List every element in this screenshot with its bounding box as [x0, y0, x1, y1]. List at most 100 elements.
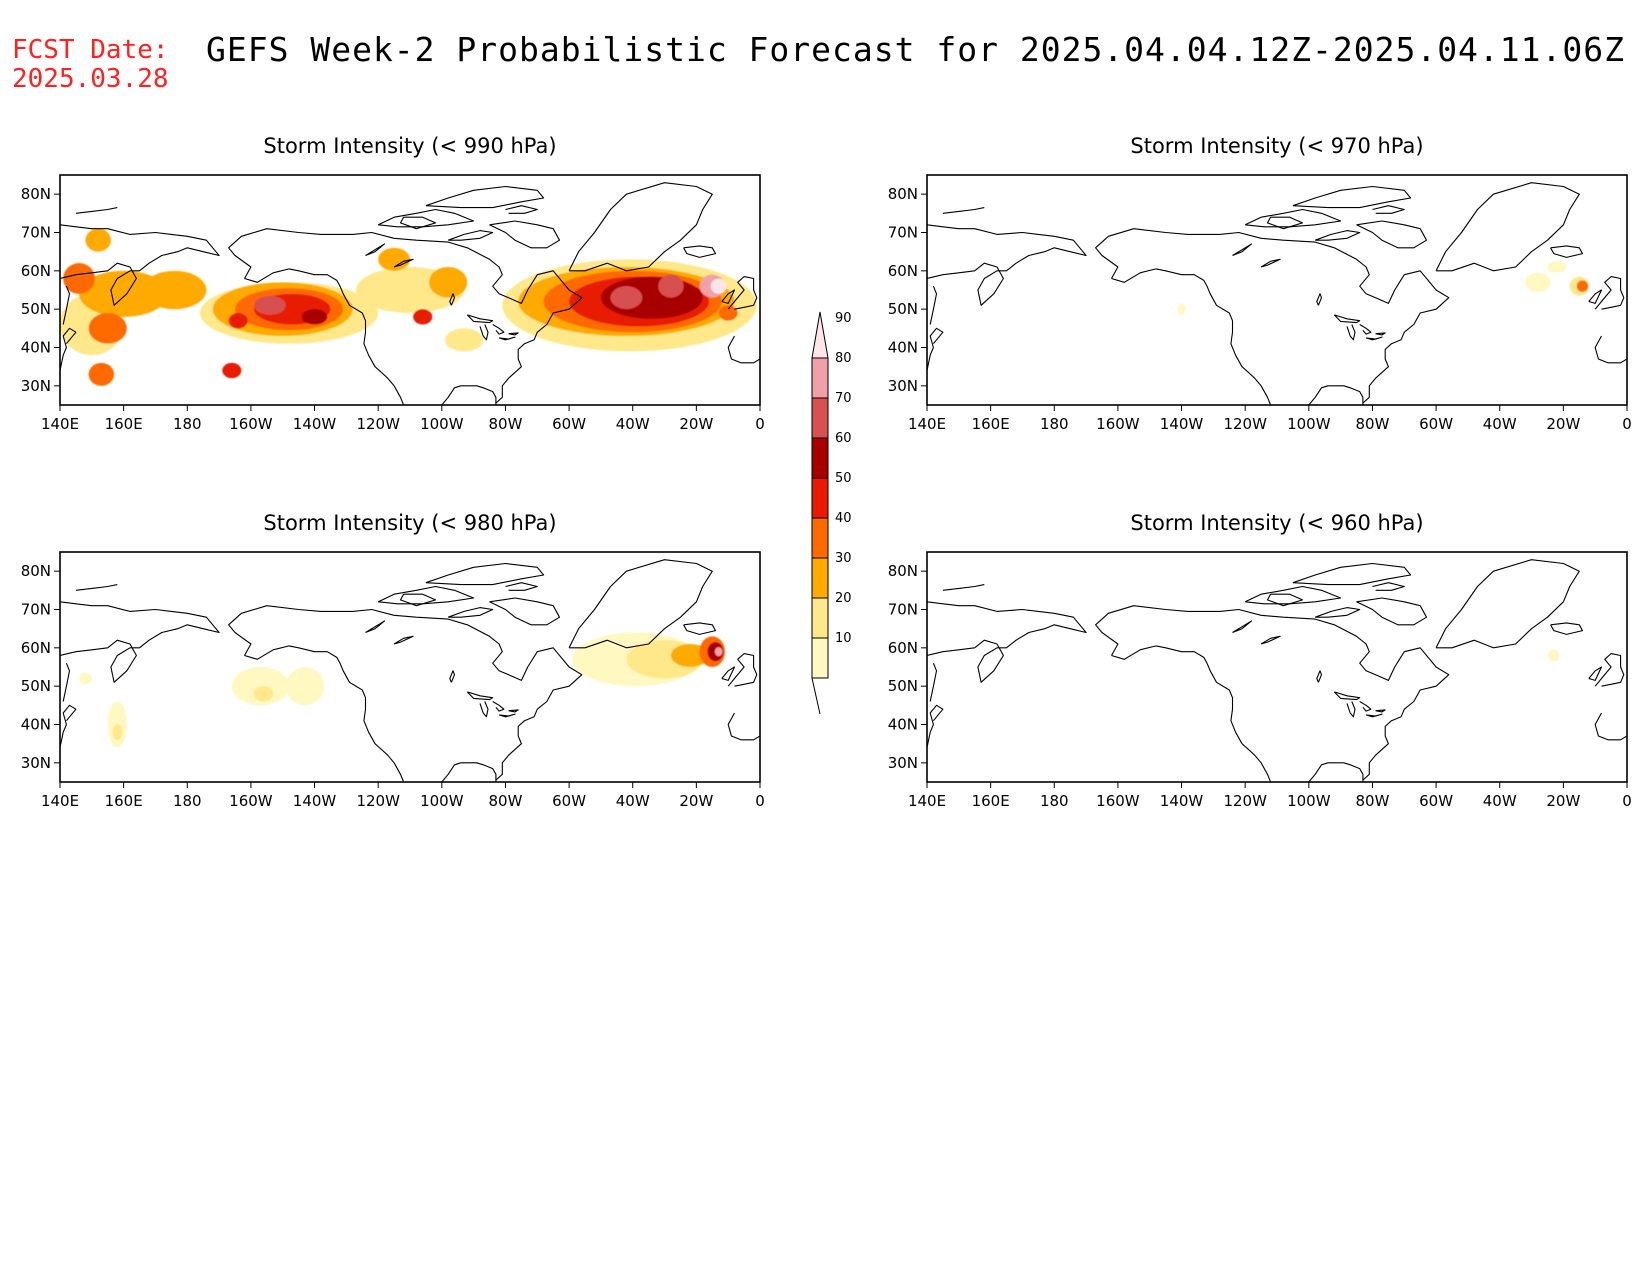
probability-region: [658, 274, 684, 298]
probability-region: [301, 309, 328, 325]
coastline: [727, 276, 758, 310]
y-tick-label: 60N: [21, 262, 51, 280]
panel-title: Storm Intensity (< 990 hPa): [263, 134, 556, 158]
colorbar-swatch: [811, 517, 829, 559]
coastline: [60, 327, 77, 371]
x-tick-label: 160E: [972, 792, 1010, 810]
y-tick-label: 30N: [21, 754, 51, 772]
map-panel-1: Storm Intensity (< 990 hPa) 140E 160E 180 16…: [21, 134, 765, 433]
y-tick-label: 60N: [888, 639, 918, 657]
probability-region: [107, 701, 127, 748]
coastline: [449, 293, 456, 306]
x-tick-label: 160W: [1096, 415, 1140, 433]
coastline: [365, 243, 386, 257]
x-tick-label: 140E: [908, 415, 946, 433]
x-tick-label: 180: [1040, 415, 1069, 433]
coastline: [1356, 220, 1428, 249]
coastline: [942, 207, 985, 214]
y-tick-label: 70N: [21, 224, 51, 242]
coastline: [489, 220, 561, 249]
probability-region: [710, 278, 727, 294]
coastline: [1292, 185, 1412, 209]
coastline: [927, 224, 1087, 306]
coastline: [1588, 666, 1603, 681]
coastline: [365, 620, 386, 634]
y-tick-label: 60N: [888, 262, 918, 280]
coastline: [62, 285, 71, 325]
x-tick-label: 20W: [1546, 415, 1580, 433]
x-tick-label: 140E: [41, 415, 79, 433]
coastline: [75, 584, 118, 591]
y-tick-label: 30N: [21, 377, 51, 395]
coastline: [393, 635, 414, 645]
x-tick-label: 80W: [488, 792, 522, 810]
coastline: [1232, 243, 1253, 257]
coastline: [1375, 709, 1386, 713]
coastline: [1594, 276, 1625, 310]
coastline: [228, 228, 583, 404]
coastline: [929, 285, 938, 325]
coastline: [1095, 605, 1450, 781]
x-tick-label: 60W: [552, 415, 586, 433]
coastline: [1315, 607, 1361, 618]
probability-region: [610, 286, 643, 310]
y-tick-label: 50N: [888, 300, 918, 318]
colorbar-label: 70: [835, 391, 852, 406]
probability-region: [228, 313, 248, 329]
x-tick-label: 60W: [552, 792, 586, 810]
coastline: [244, 268, 405, 405]
probability-shading: [60, 228, 757, 386]
coastline: [449, 670, 456, 683]
colorbar-label: 40: [835, 511, 852, 526]
probability-region: [88, 313, 127, 344]
coastlines: [60, 559, 760, 782]
y-tick-label: 70N: [888, 224, 918, 242]
x-tick-label: 180: [1040, 792, 1069, 810]
map-panel-4: Storm Intensity (< 960 hPa) 140E 160E 180 16…: [888, 511, 1632, 810]
colorbar-bottom-tail: [811, 677, 821, 715]
coastline: [1365, 336, 1383, 341]
x-tick-label: 120W: [1223, 415, 1267, 433]
coastline: [1359, 324, 1372, 335]
colorbar-top-arrow: [811, 311, 829, 359]
coastline: [1095, 228, 1450, 404]
probability-region: [85, 228, 111, 252]
probability-shading: [1548, 649, 1560, 662]
coastline: [1346, 701, 1356, 718]
y-tick-label: 60N: [21, 639, 51, 657]
coastline: [479, 324, 489, 341]
x-tick-label: 140W: [1160, 792, 1204, 810]
x-tick-label: 40W: [1483, 415, 1517, 433]
map-frame: [59, 551, 761, 783]
probability-region: [718, 305, 738, 321]
coastline: [568, 182, 713, 272]
probability-region: [714, 647, 723, 657]
coastline: [1365, 713, 1383, 718]
colorbar-swatch: [811, 637, 829, 679]
y-tick-label: 40N: [888, 339, 918, 357]
coastlines: [927, 559, 1627, 782]
probability-region: [670, 644, 710, 667]
coastline: [1550, 245, 1584, 258]
coastline: [1266, 216, 1304, 230]
x-tick-label: 100W: [1287, 415, 1331, 433]
map-panel-2: Storm Intensity (< 970 hPa) 140E 160E 180 16…: [888, 134, 1632, 433]
probability-region: [142, 270, 207, 310]
y-tick-label: 70N: [888, 601, 918, 619]
coastline: [1232, 620, 1253, 634]
page-title: GEFS Week-2 Probabilistic Forecast for 2…: [206, 30, 1626, 69]
coastline: [1435, 559, 1580, 649]
y-tick-label: 30N: [888, 377, 918, 395]
coastline: [1359, 701, 1372, 712]
probability-region: [63, 263, 95, 294]
coastline: [568, 559, 713, 649]
x-tick-label: 160E: [105, 415, 143, 433]
colorbar-label: 50: [835, 471, 852, 486]
coastline: [479, 701, 489, 718]
y-tick-label: 40N: [888, 716, 918, 734]
forecast-date-block: FCST Date: 2025.03.28: [12, 36, 169, 94]
coastline: [498, 713, 516, 718]
x-tick-label: 140W: [293, 792, 337, 810]
coastline: [1375, 332, 1386, 336]
